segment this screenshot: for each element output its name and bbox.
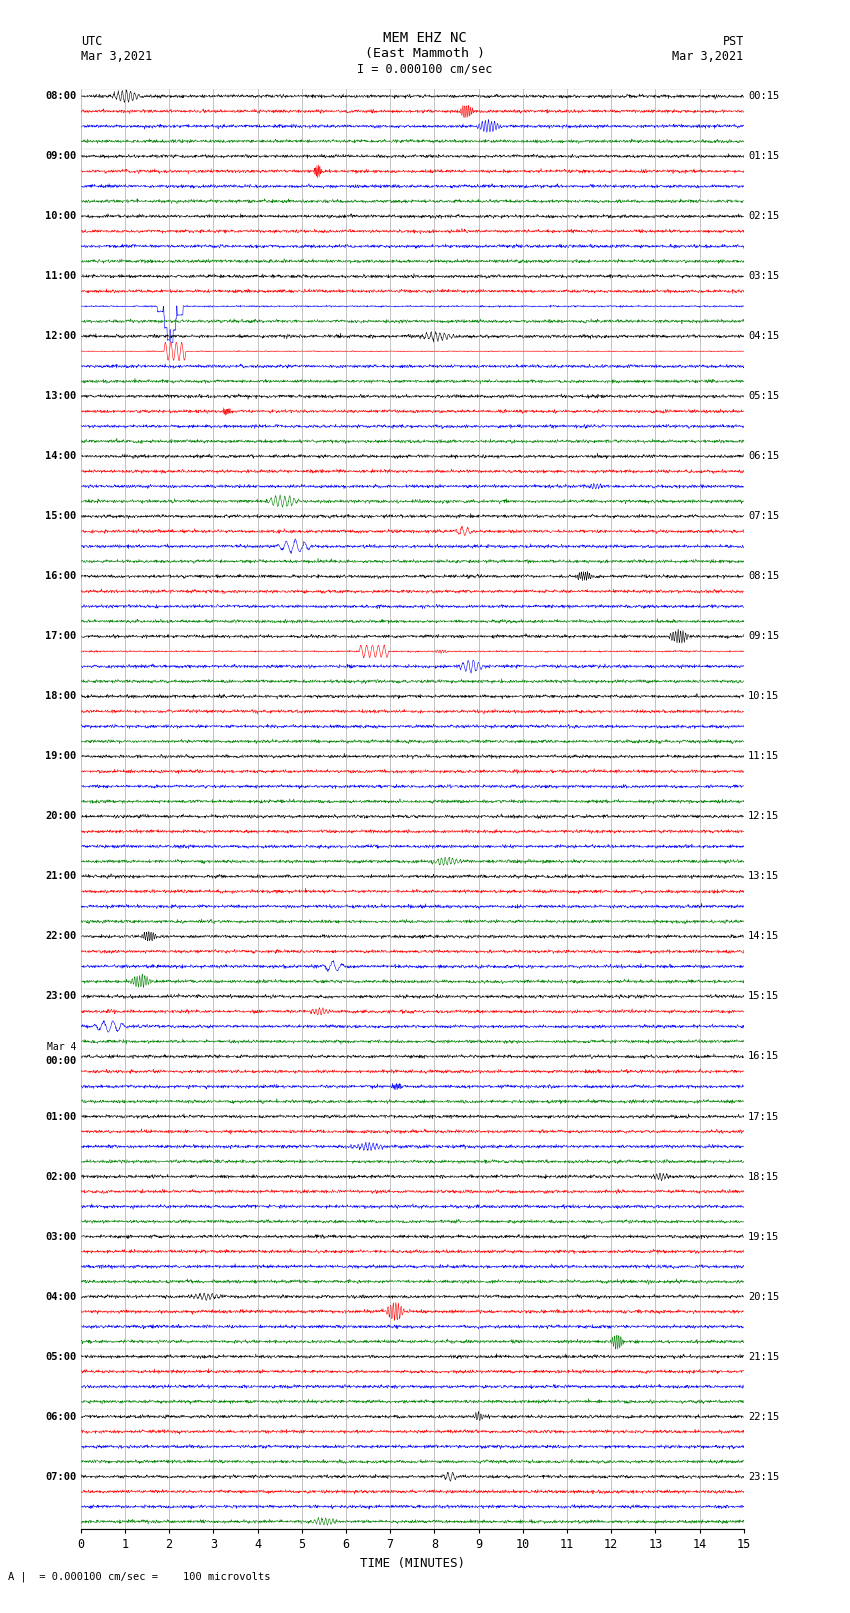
Text: Mar 3,2021: Mar 3,2021	[81, 50, 152, 63]
Text: 22:15: 22:15	[748, 1411, 779, 1421]
Text: Mar 3,2021: Mar 3,2021	[672, 50, 744, 63]
Text: UTC: UTC	[81, 35, 102, 48]
Text: 06:00: 06:00	[45, 1411, 76, 1421]
Text: 14:00: 14:00	[45, 452, 76, 461]
Text: 22:00: 22:00	[45, 931, 76, 942]
Text: 08:15: 08:15	[748, 571, 779, 581]
Text: 02:15: 02:15	[748, 211, 779, 221]
Text: 01:15: 01:15	[748, 152, 779, 161]
Text: 00:15: 00:15	[748, 92, 779, 102]
Text: 18:00: 18:00	[45, 692, 76, 702]
Text: 03:00: 03:00	[45, 1232, 76, 1242]
Text: 07:00: 07:00	[45, 1471, 76, 1482]
Text: 10:00: 10:00	[45, 211, 76, 221]
Text: Mar 4: Mar 4	[47, 1042, 76, 1052]
Text: 06:15: 06:15	[748, 452, 779, 461]
Text: 03:15: 03:15	[748, 271, 779, 281]
Text: 05:15: 05:15	[748, 392, 779, 402]
Text: 07:15: 07:15	[748, 511, 779, 521]
Text: 23:00: 23:00	[45, 992, 76, 1002]
Text: 10:15: 10:15	[748, 692, 779, 702]
Text: 04:00: 04:00	[45, 1292, 76, 1302]
Text: 21:15: 21:15	[748, 1352, 779, 1361]
Text: 13:00: 13:00	[45, 392, 76, 402]
Text: 02:00: 02:00	[45, 1171, 76, 1182]
Text: 11:00: 11:00	[45, 271, 76, 281]
Text: 15:15: 15:15	[748, 992, 779, 1002]
Text: I = 0.000100 cm/sec: I = 0.000100 cm/sec	[357, 63, 493, 76]
X-axis label: TIME (MINUTES): TIME (MINUTES)	[360, 1557, 465, 1569]
Text: 13:15: 13:15	[748, 871, 779, 881]
Text: MEM EHZ NC: MEM EHZ NC	[383, 31, 467, 45]
Text: 20:00: 20:00	[45, 811, 76, 821]
Text: 15:00: 15:00	[45, 511, 76, 521]
Text: 11:15: 11:15	[748, 752, 779, 761]
Text: 04:15: 04:15	[748, 331, 779, 342]
Text: 14:15: 14:15	[748, 931, 779, 942]
Text: 20:15: 20:15	[748, 1292, 779, 1302]
Text: 17:15: 17:15	[748, 1111, 779, 1121]
Text: 12:15: 12:15	[748, 811, 779, 821]
Text: PST: PST	[722, 35, 744, 48]
Text: 01:00: 01:00	[45, 1111, 76, 1121]
Text: 21:00: 21:00	[45, 871, 76, 881]
Text: (East Mammoth ): (East Mammoth )	[365, 47, 485, 60]
Text: 16:15: 16:15	[748, 1052, 779, 1061]
Text: 09:00: 09:00	[45, 152, 76, 161]
Text: 17:00: 17:00	[45, 631, 76, 642]
Text: A |  = 0.000100 cm/sec =    100 microvolts: A | = 0.000100 cm/sec = 100 microvolts	[8, 1571, 271, 1582]
Text: 05:00: 05:00	[45, 1352, 76, 1361]
Text: 18:15: 18:15	[748, 1171, 779, 1182]
Text: 19:15: 19:15	[748, 1232, 779, 1242]
Text: 23:15: 23:15	[748, 1471, 779, 1482]
Text: 00:00: 00:00	[45, 1057, 76, 1066]
Text: 12:00: 12:00	[45, 331, 76, 342]
Text: 16:00: 16:00	[45, 571, 76, 581]
Text: 08:00: 08:00	[45, 92, 76, 102]
Text: 09:15: 09:15	[748, 631, 779, 642]
Text: 19:00: 19:00	[45, 752, 76, 761]
